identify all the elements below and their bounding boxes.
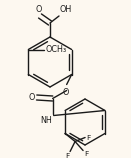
Text: O: O [62,88,69,97]
Text: NH: NH [40,115,52,125]
Text: F: F [65,152,69,158]
Text: F: F [84,152,88,158]
Text: O: O [28,93,35,102]
Text: O: O [36,6,42,15]
Text: OCH₃: OCH₃ [45,45,66,54]
Text: OH: OH [60,6,72,15]
Text: F: F [86,134,90,140]
